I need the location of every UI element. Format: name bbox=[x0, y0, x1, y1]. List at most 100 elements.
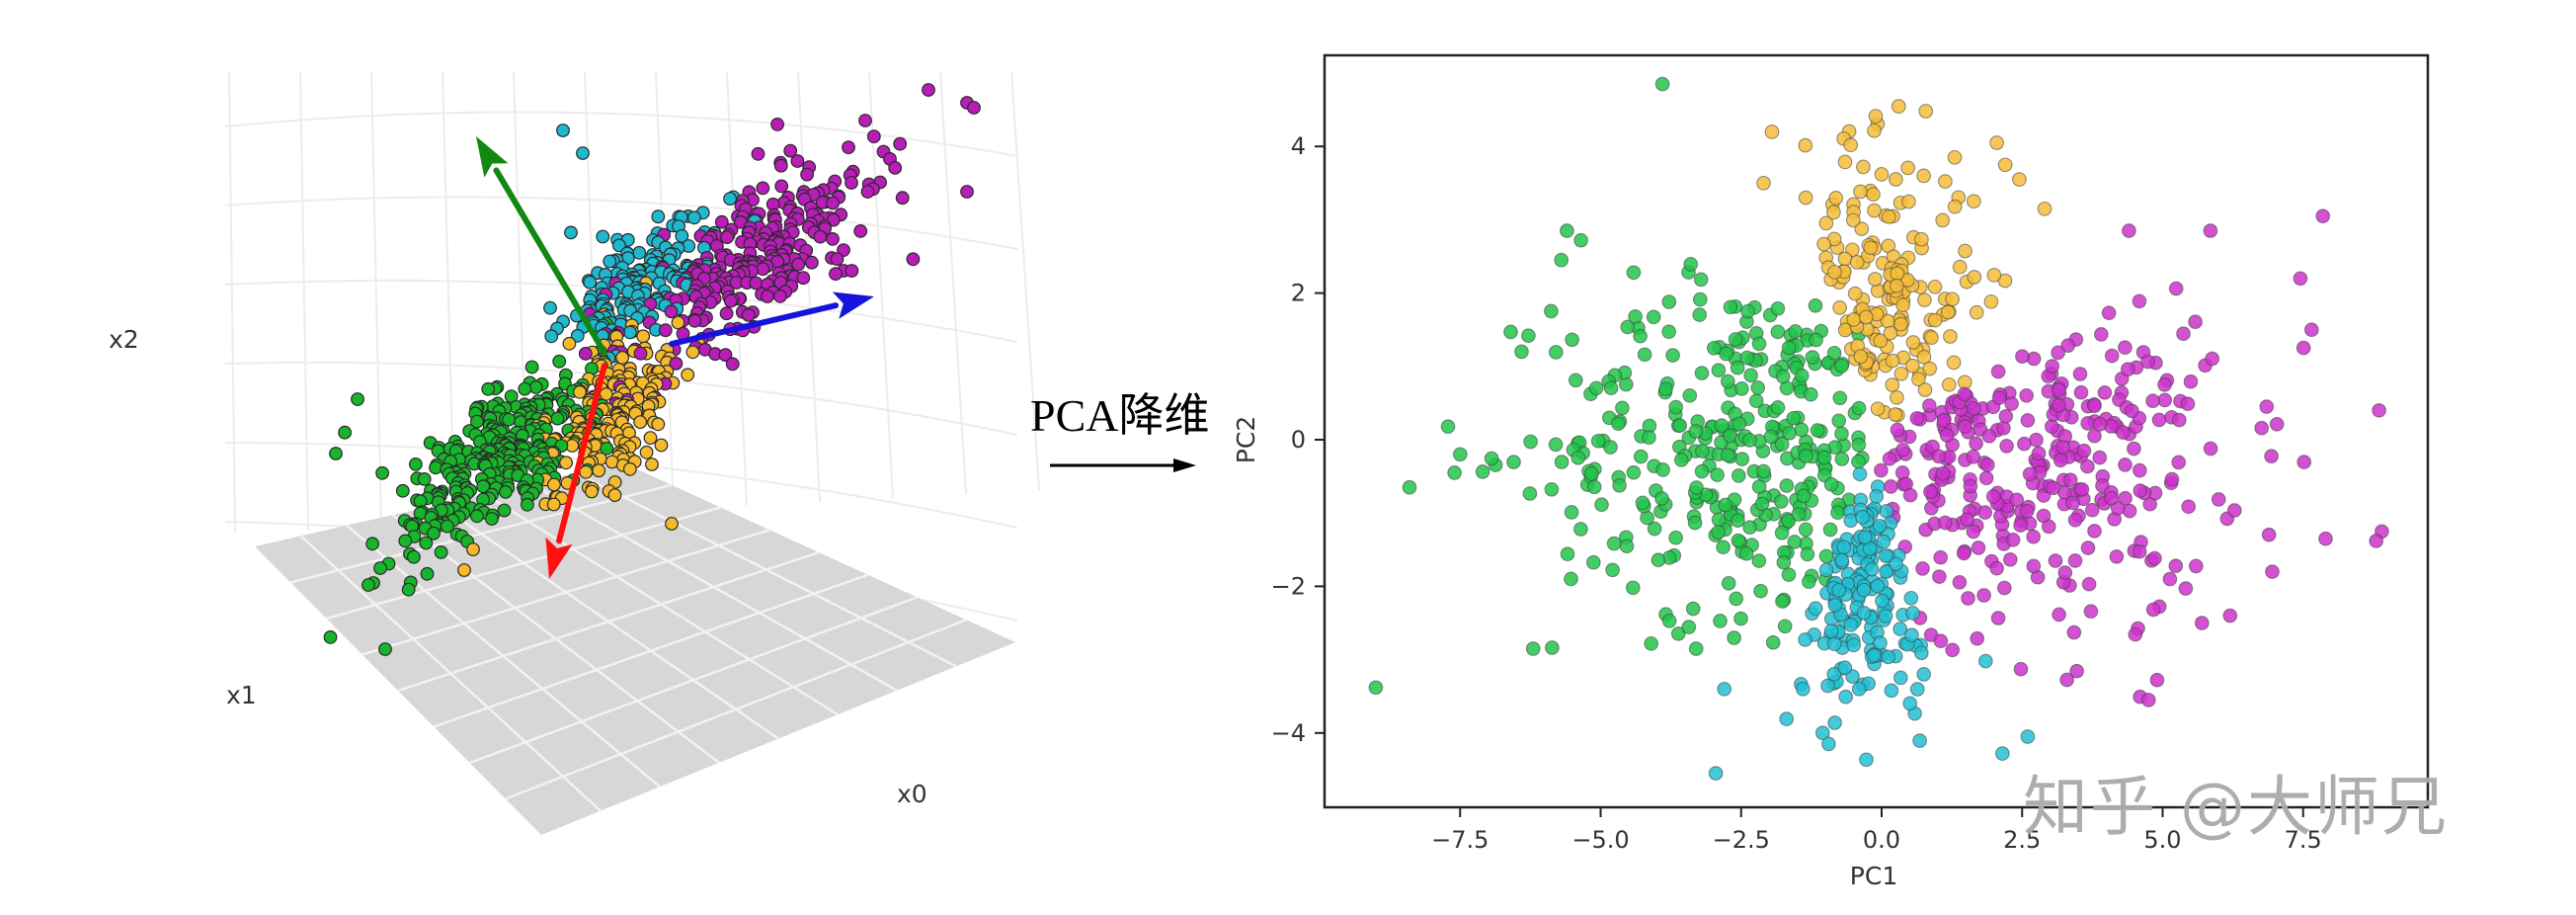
data-point bbox=[1742, 433, 1757, 448]
data-point bbox=[373, 561, 387, 575]
data-point bbox=[967, 101, 981, 115]
data-point bbox=[2118, 490, 2133, 506]
axis-label-x0: x0 bbox=[897, 780, 927, 808]
data-point bbox=[1961, 591, 1975, 606]
data-point bbox=[2052, 382, 2066, 397]
data-point bbox=[645, 458, 659, 471]
data-point bbox=[1774, 525, 1790, 541]
data-point bbox=[1729, 591, 1744, 607]
data-point bbox=[1855, 510, 1870, 525]
data-point bbox=[826, 196, 840, 210]
data-point bbox=[1864, 561, 1880, 577]
data-point bbox=[528, 380, 543, 394]
data-point bbox=[2019, 387, 2035, 403]
data-point bbox=[1858, 309, 1874, 325]
data-point bbox=[1795, 681, 1811, 697]
data-point bbox=[524, 360, 539, 374]
watermark: 知乎 @大师兄 bbox=[2023, 769, 2449, 845]
data-point bbox=[1916, 350, 1932, 365]
data-point bbox=[1764, 125, 1780, 139]
data-point bbox=[1893, 316, 1908, 332]
data-point bbox=[1611, 416, 1626, 432]
data-point bbox=[419, 536, 434, 550]
data-point bbox=[1931, 449, 1947, 464]
data-point bbox=[1845, 212, 1861, 228]
data-point bbox=[2037, 201, 2053, 216]
data-point bbox=[1945, 291, 1960, 307]
y-tick-label: −2 bbox=[1271, 572, 1306, 600]
data-point bbox=[1781, 340, 1797, 356]
data-point bbox=[1913, 645, 1929, 661]
data-point bbox=[2092, 417, 2108, 432]
data-point bbox=[2048, 553, 2063, 568]
data-point bbox=[1670, 625, 1686, 641]
data-point bbox=[1834, 452, 1850, 466]
data-point bbox=[800, 167, 814, 182]
data-point bbox=[1885, 377, 1900, 392]
data-point bbox=[1963, 478, 1978, 494]
data-point bbox=[1990, 364, 2006, 379]
data-point bbox=[1798, 137, 1813, 153]
data-point bbox=[1851, 681, 1867, 697]
data-point bbox=[2372, 402, 2386, 418]
grid-line bbox=[299, 70, 309, 531]
data-point bbox=[470, 414, 484, 429]
data-point bbox=[466, 542, 480, 556]
data-point bbox=[1718, 497, 1733, 513]
arrowhead-icon bbox=[476, 136, 509, 178]
arrowhead-icon bbox=[832, 291, 874, 319]
data-point bbox=[2019, 504, 2035, 519]
data-point bbox=[845, 264, 859, 278]
data-point bbox=[1895, 297, 1910, 313]
data-point bbox=[1915, 561, 1930, 576]
data-point bbox=[2132, 293, 2147, 309]
3d-points bbox=[323, 83, 981, 656]
data-point bbox=[1673, 453, 1689, 467]
data-point bbox=[2062, 472, 2078, 488]
data-point bbox=[719, 306, 734, 321]
data-point bbox=[1996, 580, 2012, 596]
data-point bbox=[1911, 372, 1926, 387]
data-point bbox=[409, 458, 423, 471]
data-point bbox=[2046, 480, 2060, 496]
data-point bbox=[2211, 492, 2226, 507]
data-point bbox=[1765, 634, 1781, 650]
data-point bbox=[552, 354, 567, 369]
data-point bbox=[790, 154, 805, 168]
data-point bbox=[1775, 369, 1791, 384]
data-point bbox=[2065, 495, 2080, 511]
data-point bbox=[1846, 637, 1862, 653]
y-tick-label: −4 bbox=[1271, 719, 1306, 747]
data-point bbox=[1917, 382, 1933, 397]
data-point bbox=[2080, 416, 2096, 431]
data-point bbox=[550, 411, 565, 426]
data-point bbox=[1884, 479, 1898, 494]
grid-line bbox=[370, 70, 382, 527]
data-point bbox=[1938, 515, 1953, 531]
data-point bbox=[2004, 396, 2019, 411]
data-point bbox=[1876, 534, 1892, 549]
data-point bbox=[2104, 348, 2120, 364]
data-point bbox=[853, 223, 868, 238]
data-point bbox=[1794, 422, 1810, 438]
transition-arrow bbox=[1050, 458, 1196, 472]
data-point bbox=[1985, 489, 2001, 504]
data-point bbox=[1503, 324, 1518, 340]
data-point bbox=[1619, 539, 1635, 554]
data-point bbox=[1603, 440, 1618, 455]
data-point bbox=[1751, 479, 1767, 494]
data-point bbox=[1655, 462, 1670, 477]
data-point bbox=[1585, 554, 1601, 570]
data-point bbox=[1820, 678, 1835, 694]
data-point bbox=[1781, 567, 1797, 582]
data-point bbox=[1506, 455, 1521, 469]
data-point bbox=[1935, 212, 1951, 228]
data-point bbox=[1983, 293, 1999, 309]
data-point bbox=[1814, 725, 1830, 741]
data-point bbox=[2140, 693, 2156, 707]
data-point bbox=[2147, 550, 2162, 566]
data-point bbox=[2157, 392, 2173, 408]
data-point bbox=[1583, 465, 1599, 481]
data-point bbox=[1892, 622, 1908, 636]
data-point bbox=[2259, 399, 2275, 414]
